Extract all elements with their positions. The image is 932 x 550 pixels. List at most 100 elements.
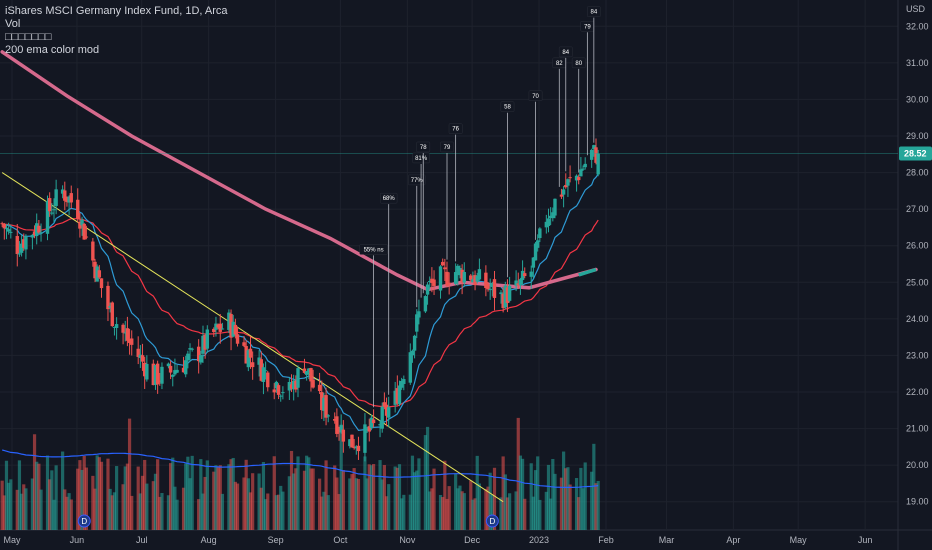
candle-body (52, 209, 56, 211)
candle-body (279, 395, 283, 397)
chart-title[interactable]: iShares MSCI Germany Index Fund, 1D, Arc… (5, 5, 228, 17)
candle-body (123, 332, 127, 334)
candle-body (246, 350, 251, 368)
candle-body (47, 198, 52, 212)
candle-body (108, 305, 112, 308)
volume-bar (17, 460, 22, 530)
candle-body (382, 402, 387, 407)
volume-bar (50, 470, 54, 530)
volume-bar (484, 488, 488, 530)
volume-bar (397, 464, 402, 530)
volume-bar (35, 461, 39, 530)
vol-label[interactable]: Vol (5, 18, 21, 30)
candle-body (378, 424, 382, 426)
candle-body (2, 223, 7, 229)
candle-body (199, 354, 203, 363)
volume-bar (235, 483, 240, 530)
candle-body (337, 429, 341, 432)
candle-body (272, 389, 276, 393)
candle-body (121, 324, 125, 333)
volume-bar (311, 468, 315, 530)
volume-bar (214, 465, 218, 530)
volume-bar (514, 491, 518, 530)
volume-bar (302, 470, 307, 530)
volume-bar (151, 481, 155, 530)
indicator-label[interactable]: 200 ema color mod (5, 44, 100, 56)
candle-body (348, 439, 352, 447)
candle-body (248, 348, 253, 358)
volume-bar (30, 478, 34, 530)
annotation-box (380, 192, 398, 204)
candle-body (592, 145, 596, 149)
volume-bar (551, 458, 555, 530)
candle-body (24, 236, 28, 250)
volume-bar (80, 469, 84, 530)
candle-body (37, 225, 41, 233)
volume-bar (553, 473, 557, 530)
volume-bar (393, 466, 397, 530)
x-tick-label: Oct (333, 535, 348, 545)
candle-body (287, 381, 292, 391)
x-tick-label: Mar (659, 535, 675, 545)
volume-bar (48, 479, 52, 530)
volume-bar (123, 466, 127, 530)
volume-bar (454, 473, 458, 530)
candle-body (462, 272, 466, 283)
candle-body (548, 215, 553, 219)
annotation-label: 78 (420, 145, 427, 151)
annotation-box (412, 152, 430, 164)
candle-body (471, 279, 475, 283)
candle-body (432, 279, 436, 286)
volume-bar (220, 493, 225, 530)
volume-bar (516, 417, 520, 530)
candle-body (559, 194, 564, 197)
candle-body (371, 419, 376, 424)
volume-bar (395, 467, 399, 530)
volume-bar (568, 484, 572, 530)
candle-body (566, 179, 570, 186)
candle-body (583, 163, 587, 168)
candle-body (492, 279, 497, 298)
volume-bar (387, 484, 391, 530)
candle-body (153, 365, 158, 385)
annotation-label: 79 (584, 24, 591, 30)
annotation-label: 81% (415, 156, 428, 162)
candle-body (490, 283, 495, 288)
candle-body (486, 284, 490, 290)
candle-body (384, 404, 389, 416)
volume-bar (127, 418, 132, 530)
candle-body (531, 257, 536, 268)
candle-body (369, 417, 374, 428)
candle-body (440, 261, 445, 266)
dividend-icon (77, 514, 91, 528)
candle-body (564, 185, 568, 188)
y-tick-label: 21.00 (906, 424, 929, 434)
last-price-badge (899, 146, 932, 161)
volume-bar (505, 497, 510, 530)
candle-body (505, 287, 510, 303)
candle-body (317, 384, 322, 392)
y-tick-label: 32.00 (906, 21, 929, 31)
volume-bar (173, 486, 177, 530)
candle-body (259, 359, 263, 381)
volume-bar (460, 491, 464, 530)
annotations: 55% ns 68% 77% 81% 78 79 76 58 70 82 84 80 79 84 (359, 6, 601, 408)
volume-bar (115, 466, 119, 530)
volume-bar (197, 499, 201, 530)
volume-bar (486, 486, 490, 530)
volume-bar (473, 498, 477, 530)
candle-body (19, 243, 24, 253)
volume-bar (227, 464, 231, 530)
volume-bar (447, 486, 451, 530)
volume-bar (52, 499, 56, 530)
candle-body (397, 385, 402, 405)
candle-body (281, 392, 285, 394)
annotation-box (448, 123, 463, 134)
volume-bar (333, 465, 337, 530)
candle-body (302, 368, 307, 373)
volume-ma-line (2, 449, 599, 488)
candle-body (216, 324, 220, 328)
